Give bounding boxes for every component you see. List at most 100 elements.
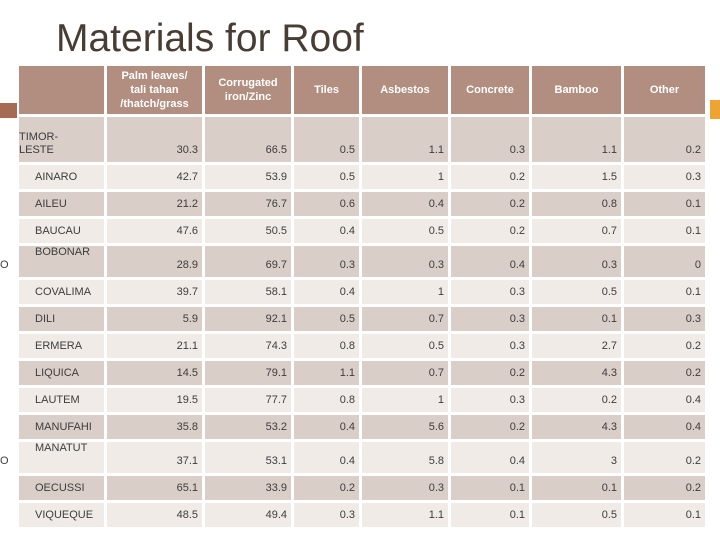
value-cell: 0.4 xyxy=(451,246,529,277)
row-label-cell: MANATUT O xyxy=(0,442,104,473)
row-label: ERMERA xyxy=(35,340,83,352)
value-cell: 0.2 xyxy=(624,334,705,358)
header-cell-palm: Palm leaves/ tali tahan /thatch/grass xyxy=(107,66,202,114)
table-row: VIQUEQUE 48.5 49.4 0.3 1.1 0.1 0.5 0.1 xyxy=(19,503,705,527)
value-cell: 0.1 xyxy=(451,503,529,527)
value-cell: 0.4 xyxy=(294,442,359,473)
table-row: TIMOR- LESTE 30.3 66.5 0.5 1.1 0.3 1.1 0.2 xyxy=(19,117,705,162)
value-cell: 92.1 xyxy=(205,307,291,331)
table-row: COVALIMA 39.7 58.1 0.4 1 0.3 0.5 0.1 xyxy=(19,280,705,304)
value-cell: 48.5 xyxy=(107,503,202,527)
table-row: BOBONAR O 28.9 69.7 0.3 0.3 0.4 0.3 0 xyxy=(0,246,705,277)
value-cell: 65.1 xyxy=(107,476,202,500)
value-cell: 0.4 xyxy=(294,219,359,243)
value-cell: 0.5 xyxy=(362,334,448,358)
header-cell-tiles: Tiles xyxy=(294,66,359,114)
table-row: ERMERA 21.1 74.3 0.8 0.5 0.3 2.7 0.2 xyxy=(19,334,705,358)
value-cell: 4.3 xyxy=(532,415,621,439)
table-row: AILEU 21.2 76.7 0.6 0.4 0.2 0.8 0.1 xyxy=(19,192,705,216)
row-label: LAUTEM xyxy=(35,394,80,406)
value-cell: 0.2 xyxy=(624,442,705,473)
value-cell: 0.4 xyxy=(624,415,705,439)
value-cell: 21.1 xyxy=(107,334,202,358)
value-cell: 5.8 xyxy=(362,442,448,473)
value-cell: 0.4 xyxy=(451,442,529,473)
row-label-cell: AINARO xyxy=(19,165,104,189)
row-label-cell: VIQUEQUE xyxy=(19,503,104,527)
value-cell: 42.7 xyxy=(107,165,202,189)
value-cell: 0.5 xyxy=(532,280,621,304)
table-row: LIQUICA 14.5 79.1 1.1 0.7 0.2 4.3 0.2 xyxy=(19,361,705,385)
value-cell: 0.6 xyxy=(294,192,359,216)
value-cell: 0.8 xyxy=(294,334,359,358)
value-cell: 0.3 xyxy=(451,117,529,162)
row-label: BAUCAU xyxy=(35,225,81,237)
value-cell: 0.7 xyxy=(532,219,621,243)
table-row: MANATUT O 37.1 53.1 0.4 5.8 0.4 3 0.2 xyxy=(0,442,705,473)
value-cell: 53.2 xyxy=(205,415,291,439)
value-cell: 0.3 xyxy=(362,476,448,500)
value-cell: 0.3 xyxy=(294,246,359,277)
row-label-cell: DILI xyxy=(19,307,104,331)
row-label-cell: COVALIMA xyxy=(19,280,104,304)
value-cell: 33.9 xyxy=(205,476,291,500)
row-label: AILEU xyxy=(35,198,67,210)
value-cell: 1 xyxy=(362,165,448,189)
row-label: MANUFAHI xyxy=(35,421,92,433)
value-cell: 37.1 xyxy=(107,442,202,473)
header-cell-blank xyxy=(19,66,104,114)
header-cell-other: Other xyxy=(624,66,705,114)
value-cell: 0.2 xyxy=(624,361,705,385)
row-label-cell: AILEU xyxy=(19,192,104,216)
row-label: MANATUT O xyxy=(0,442,88,467)
table-row: OECUSSI 65.1 33.9 0.2 0.3 0.1 0.1 0.2 xyxy=(19,476,705,500)
value-cell: 5.6 xyxy=(362,415,448,439)
value-cell: 28.9 xyxy=(107,246,202,277)
materials-table-wrap: Palm leaves/ tali tahan /thatch/grass Co… xyxy=(0,63,708,530)
value-cell: 79.1 xyxy=(205,361,291,385)
value-cell: 1.1 xyxy=(362,503,448,527)
value-cell: 21.2 xyxy=(107,192,202,216)
value-cell: 0.1 xyxy=(532,307,621,331)
row-label-cell: LIQUICA xyxy=(19,361,104,385)
value-cell: 0.1 xyxy=(624,503,705,527)
value-cell: 0.4 xyxy=(294,415,359,439)
value-cell: 35.8 xyxy=(107,415,202,439)
value-cell: 0.3 xyxy=(451,388,529,412)
value-cell: 0.2 xyxy=(294,476,359,500)
row-label-cell: BOBONAR O xyxy=(0,246,104,277)
table-row: LAUTEM 19.5 77.7 0.8 1 0.3 0.2 0.4 xyxy=(19,388,705,412)
header-cell-bamboo: Bamboo xyxy=(532,66,621,114)
value-cell: 0.2 xyxy=(624,476,705,500)
value-cell: 1.1 xyxy=(294,361,359,385)
value-cell: 0.3 xyxy=(624,307,705,331)
value-cell: 0.2 xyxy=(451,361,529,385)
value-cell: 0.3 xyxy=(451,280,529,304)
row-label: VIQUEQUE xyxy=(35,509,94,521)
value-cell: 1 xyxy=(362,388,448,412)
value-cell: 1 xyxy=(362,280,448,304)
row-label: COVALIMA xyxy=(35,286,92,298)
value-cell: 69.7 xyxy=(205,246,291,277)
value-cell: 0.2 xyxy=(451,219,529,243)
row-label-cell: ERMERA xyxy=(19,334,104,358)
value-cell: 0.2 xyxy=(451,192,529,216)
row-label: TIMOR- LESTE xyxy=(19,131,59,156)
table-row: DILI 5.9 92.1 0.5 0.7 0.3 0.1 0.3 xyxy=(19,307,705,331)
value-cell: 0.8 xyxy=(294,388,359,412)
row-label: AINARO xyxy=(35,171,78,183)
value-cell: 0.4 xyxy=(624,388,705,412)
value-cell: 0.1 xyxy=(624,219,705,243)
header-cell-concrete: Concrete xyxy=(451,66,529,114)
table-row: MANUFAHI 35.8 53.2 0.4 5.6 0.2 4.3 0.4 xyxy=(19,415,705,439)
value-cell: 0.1 xyxy=(532,476,621,500)
value-cell: 0.1 xyxy=(624,192,705,216)
value-cell: 4.3 xyxy=(532,361,621,385)
value-cell: 0.1 xyxy=(624,280,705,304)
value-cell: 1.1 xyxy=(532,117,621,162)
value-cell: 0.2 xyxy=(451,415,529,439)
value-cell: 0.5 xyxy=(294,165,359,189)
value-cell: 0.5 xyxy=(362,219,448,243)
row-label-cell: MANUFAHI xyxy=(19,415,104,439)
value-cell: 14.5 xyxy=(107,361,202,385)
